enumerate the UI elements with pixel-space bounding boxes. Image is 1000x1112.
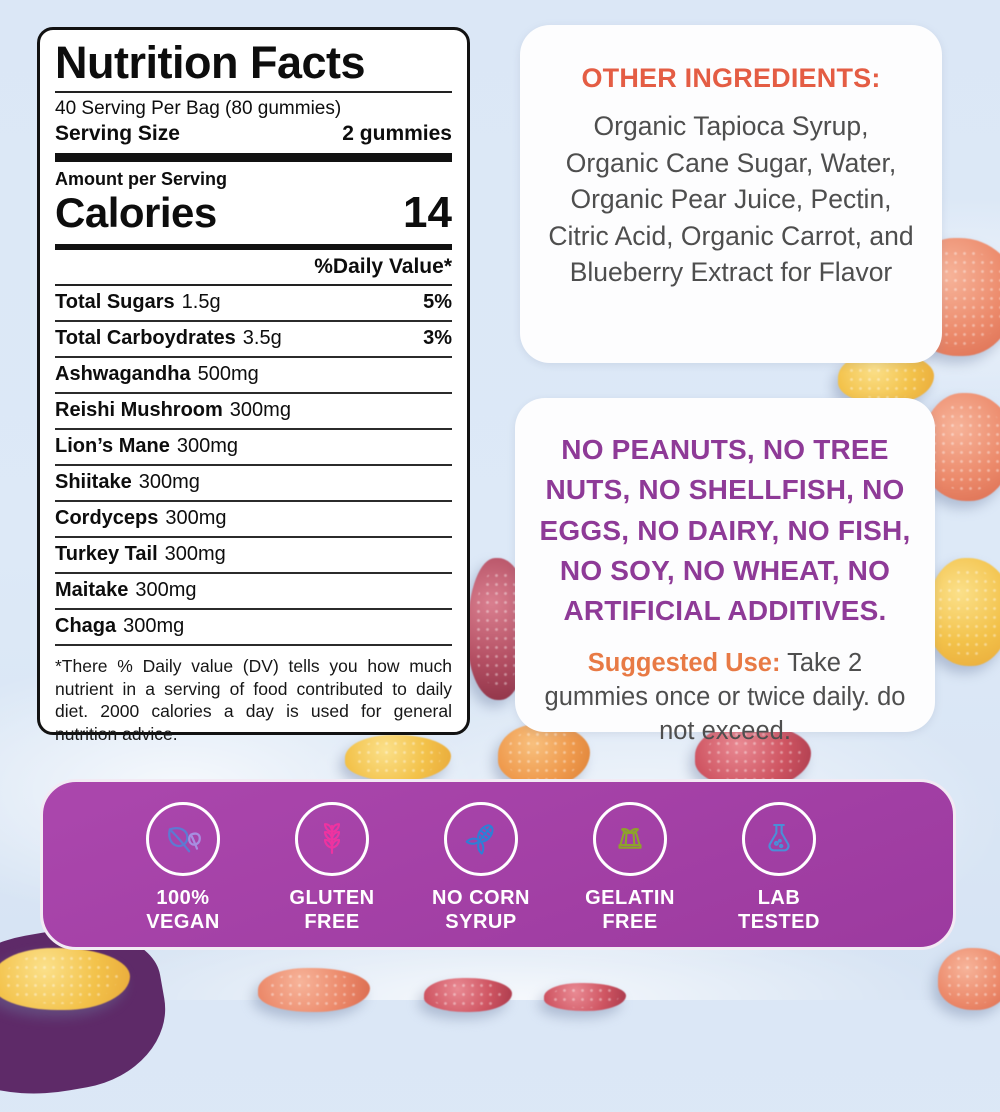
gelatin-icon (609, 818, 651, 860)
badge-label: NO CORN SYRUP (432, 887, 530, 934)
allergen-statement: NO PEANUTS, NO TREE NUTS, NO SHELLFISH, … (539, 434, 911, 627)
nutrient: Total Sugars 1.5g (55, 291, 221, 314)
badge-label: GELATIN FREE (585, 887, 675, 934)
badge-lab-tested: LAB TESTED (717, 802, 841, 934)
daily-value-header: %Daily Value* (55, 250, 452, 286)
nutrient: Reishi Mushroom 300mg (55, 399, 291, 422)
badge-label: GLUTEN FREE (289, 887, 374, 934)
badge-label-line: FREE (304, 910, 360, 933)
nutrient-amount: 300mg (135, 579, 197, 602)
daily-value-footnote: *There % Daily value (DV) tells you how … (55, 655, 452, 745)
nutrient-amount: 500mg (197, 363, 259, 386)
badge-label-line: GLUTEN (289, 887, 375, 909)
calories-value: 14 (403, 187, 452, 237)
badge-label: 100% VEGAN (146, 887, 220, 934)
suggested-use: Suggested Use: Take 2 gummies once or tw… (539, 646, 911, 749)
badge-label-line: LAB (757, 887, 801, 909)
nutrient: Shiitake 300mg (55, 471, 200, 494)
nutrient: Maitake 300mg (55, 579, 197, 602)
badge-label-line: GELATIN (585, 887, 675, 909)
badge-label-line: VEGAN (146, 910, 220, 933)
badge-circle (742, 802, 816, 876)
nutrient: Total Carboydrates 3.5g (55, 327, 282, 350)
nutrient-amount: 300mg (138, 471, 200, 494)
badge-label-line: NO CORN (432, 887, 530, 909)
nutrient-name: Cordyceps (55, 507, 159, 530)
badge-no-corn-syrup: NO CORN SYRUP (419, 802, 543, 934)
nutrient: Cordyceps 300mg (55, 507, 227, 530)
badge-circle (295, 802, 369, 876)
badge-vegan: 100% VEGAN (121, 802, 245, 934)
table-row: Turkey Tail 300mg (55, 538, 452, 574)
nutrient-amount: 300mg (229, 399, 291, 422)
amount-per-serving-label: Amount per Serving (55, 168, 228, 189)
nutrient-name: Maitake (55, 579, 129, 602)
allergen-card: NO PEANUTS, NO TREE NUTS, NO SHELLFISH, … (515, 398, 935, 745)
gummy-photo (544, 983, 626, 1011)
gummy-photo (424, 978, 512, 1012)
nutrient-name: Ashwagandha (55, 363, 191, 386)
other-ingredients-heading: OTHER INGREDIENTS: (581, 63, 881, 93)
wheat-icon (311, 818, 353, 860)
table-row: Shiitake 300mg (55, 466, 452, 502)
nutrient: Chaga 300mg (55, 615, 184, 638)
corn-icon (460, 818, 502, 860)
badge-label: LAB TESTED (738, 887, 820, 934)
nutrient: Ashwagandha 500mg (55, 363, 259, 386)
nutrient-amount: 300mg (176, 435, 238, 458)
nutrition-facts-panel: Nutrition Facts 40 Serving Per Bag (80 g… (37, 27, 470, 744)
badge-circle (593, 802, 667, 876)
nutrient-amount: 3.5g (242, 327, 282, 350)
badge-label-line: SYRUP (445, 910, 517, 933)
suggested-use-label: Suggested Use: (587, 648, 781, 677)
serving-size-label: Serving Size (55, 121, 180, 145)
badge-label-line: TESTED (738, 910, 820, 933)
divider (55, 90, 452, 93)
nutrient: Turkey Tail 300mg (55, 543, 226, 566)
nutrition-facts-title: Nutrition Facts (55, 37, 366, 88)
nutrient-amount: 300mg (165, 507, 227, 530)
nutrient: Lion’s Mane 300mg (55, 435, 238, 458)
badge-gluten-free: GLUTEN FREE (270, 802, 394, 934)
table-row: Cordyceps 300mg (55, 502, 452, 538)
feature-badges-banner: 100% VEGAN GLUTEN FREE (40, 779, 956, 950)
nutrient-name: Turkey Tail (55, 543, 158, 566)
nutrient-amount: 1.5g (181, 291, 221, 314)
thick-divider (55, 152, 452, 162)
table-row: Lion’s Mane 300mg (55, 430, 452, 466)
nutrient-dv: 5% (423, 291, 452, 314)
nutrient-dv: 3% (423, 327, 452, 350)
serving-size-value: 2 gummies (342, 121, 452, 145)
leaf-icon (162, 818, 204, 860)
table-row: Ashwagandha 500mg (55, 358, 452, 394)
nutrient-amount: 300mg (164, 543, 226, 566)
nutrient-name: Total Carboydrates (55, 327, 236, 350)
nutrient-name: Chaga (55, 615, 117, 638)
other-ingredients-text: Organic Tapioca Syrup, Organic Cane Suga… (548, 111, 914, 288)
badge-label-line: 100% (156, 887, 210, 909)
gummy-photo (928, 558, 1000, 666)
gummy-photo (258, 968, 370, 1012)
nutrient-name: Total Sugars (55, 291, 175, 314)
table-row: Chaga 300mg (55, 610, 452, 646)
badge-label-line: FREE (602, 910, 658, 933)
badge-circle (444, 802, 518, 876)
badge-gelatin-free: GELATIN FREE (568, 802, 692, 934)
nutrient-amount: 300mg (123, 615, 185, 638)
flask-icon (758, 818, 800, 860)
gummy-photo (938, 948, 1000, 1010)
other-ingredients-card: OTHER INGREDIENTS: Organic Tapioca Syrup… (520, 25, 942, 363)
table-row: Reishi Mushroom 300mg (55, 394, 452, 430)
table-row: Maitake 300mg (55, 574, 452, 610)
serving-size-row: Serving Size 2 gummies (55, 122, 452, 146)
nutrient-name: Lion’s Mane (55, 435, 170, 458)
badge-circle (146, 802, 220, 876)
calories-row: Calories 14 (55, 188, 452, 238)
nutrient-name: Reishi Mushroom (55, 399, 223, 422)
nutrient-name: Shiitake (55, 471, 132, 494)
servings-per-bag: 40 Serving Per Bag (80 gummies) (55, 97, 342, 119)
calories-label: Calories (55, 188, 217, 236)
table-row: Total Carboydrates 3.5g 3% (55, 322, 452, 358)
table-row: Total Sugars 1.5g 5% (55, 286, 452, 322)
